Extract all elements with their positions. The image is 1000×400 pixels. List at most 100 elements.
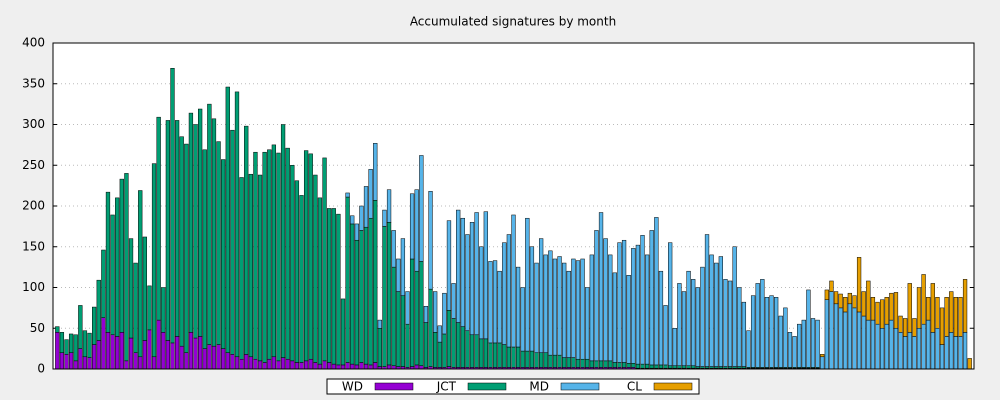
bar-segment [469, 222, 475, 336]
bar-segment [810, 318, 816, 368]
bar-segment [414, 364, 419, 370]
bar-segment [419, 155, 424, 262]
bar-segment [253, 151, 258, 360]
bar-segment [792, 336, 797, 368]
bar-segment [727, 280, 733, 367]
chart-title: Accumulated signatures by month [410, 15, 616, 29]
bar-segment [322, 360, 327, 370]
bar-segment [644, 363, 650, 369]
bar-segment [635, 363, 641, 369]
bar-segment [377, 328, 382, 367]
bar-segment [704, 234, 710, 367]
bar-segment [668, 242, 673, 366]
bar-segment [161, 332, 166, 370]
bar-segment [949, 291, 954, 333]
bar-segment [663, 364, 668, 369]
bar-segment [543, 254, 548, 353]
bar-segment [202, 348, 207, 370]
bar-segment [170, 68, 175, 344]
bar-segment [709, 254, 714, 367]
bar-segment [856, 257, 862, 313]
bar-segment [211, 345, 217, 370]
bar-segment [548, 250, 553, 356]
bar-segment [303, 150, 309, 362]
bar-segment [787, 332, 793, 368]
bar-segment [898, 315, 903, 333]
bar-segment [373, 142, 378, 201]
bar-segment [105, 332, 111, 370]
bar-segment [64, 339, 69, 355]
bar-segment [557, 354, 562, 368]
bar-segment [732, 246, 737, 367]
bar-segment [944, 336, 949, 370]
bar-segment [889, 319, 894, 370]
bar-segment [359, 230, 364, 363]
bar-segment [921, 274, 926, 325]
bar-segment [391, 230, 396, 268]
bar-segment [193, 124, 198, 339]
y-tick-label: 150 [22, 239, 45, 253]
bar-segment [861, 315, 866, 370]
bar-segment [386, 222, 392, 366]
bar-segment [354, 239, 359, 366]
bar-segment [386, 189, 392, 223]
bar-segment [119, 178, 124, 333]
bar-segment [594, 360, 599, 368]
bar-segment [944, 297, 949, 337]
bar-segment [930, 332, 935, 370]
bar-segment [386, 364, 392, 370]
bar-segment [446, 220, 452, 311]
bar-segment [465, 234, 470, 331]
bar-segment [552, 354, 558, 368]
bar-segment [133, 352, 138, 370]
bar-segment [562, 357, 567, 368]
bar-segment [469, 334, 475, 368]
bar-segment [262, 151, 267, 363]
bar-segment [239, 358, 244, 370]
bar-segment [538, 352, 544, 368]
bar-segment [115, 336, 120, 370]
bar-segment [898, 332, 903, 370]
bar-segment [543, 352, 548, 368]
bar-segment [234, 356, 240, 370]
y-tick-label: 400 [22, 36, 45, 50]
bar-segment [598, 212, 604, 362]
bar-segment [649, 364, 654, 369]
bar-segment [654, 364, 659, 369]
bar-segment [958, 297, 963, 337]
bar-segment [262, 362, 267, 370]
bar-segment [612, 362, 618, 368]
bar-segment [856, 311, 862, 370]
bar-segment [879, 299, 885, 329]
bar-segment [221, 348, 226, 370]
legend-label: MD [529, 380, 549, 394]
bar-segment [142, 236, 147, 341]
bar-segment [174, 120, 180, 337]
bar-segment [935, 297, 940, 329]
bar-segment [414, 270, 419, 366]
bar-segment [585, 287, 590, 360]
bar-segment [248, 173, 253, 358]
bar-segment [280, 357, 286, 370]
bar-segment [428, 191, 433, 290]
bar-segment [184, 143, 189, 353]
bar-segment [78, 348, 83, 370]
bar-segment [603, 238, 608, 362]
bar-segment [833, 303, 839, 370]
bar-segment [290, 165, 295, 362]
bar-segment [843, 311, 848, 370]
bar-segment [92, 344, 97, 370]
legend-box [326, 378, 700, 395]
bar-segment [953, 297, 958, 337]
bar-segment [299, 195, 304, 363]
bar-segment [179, 345, 184, 370]
bar-segment [317, 363, 323, 370]
bar-segment [488, 261, 493, 344]
bar-segment [82, 356, 88, 370]
bar-segment [96, 279, 101, 341]
bar-segment [580, 258, 585, 360]
bar-segment [179, 136, 184, 347]
bar-segment [686, 270, 691, 366]
bar-segment [409, 193, 415, 260]
bar-segment [354, 223, 359, 241]
